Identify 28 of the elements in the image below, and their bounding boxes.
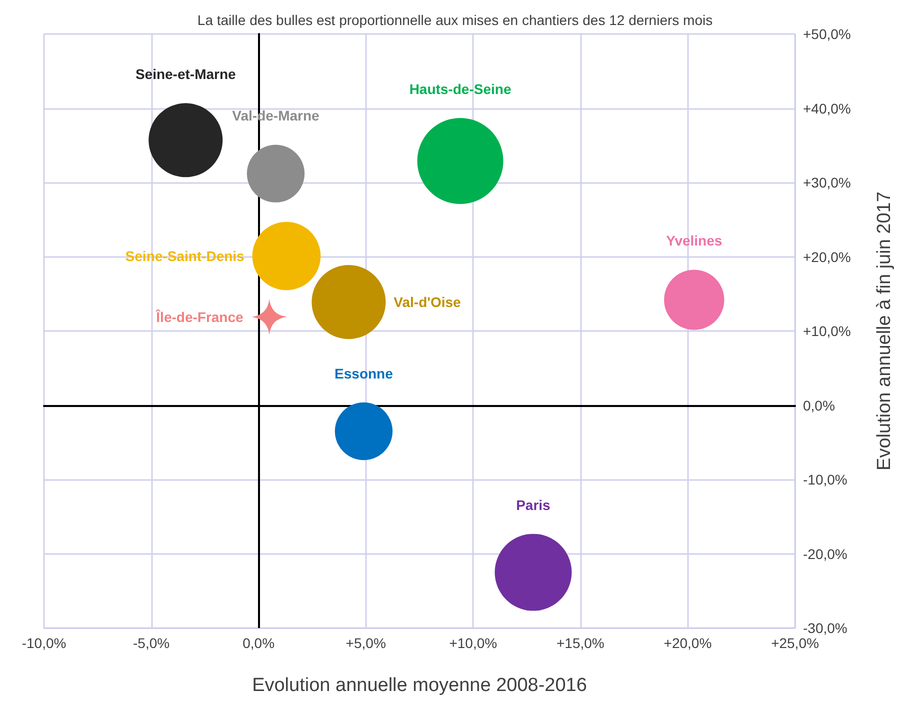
y-tick-label: +50,0% (803, 26, 851, 42)
y-tick-label: +30,0% (803, 174, 851, 190)
y-tick-label: 0,0% (803, 397, 835, 414)
y-tick-label: -30,0% (803, 620, 848, 636)
y-tick-label: +10,0% (803, 323, 851, 339)
x-tick-label: +25,0% (771, 635, 819, 651)
x-tick-label: +10,0% (449, 635, 498, 651)
y-tick-label: -20,0% (803, 546, 848, 562)
series-label: Val-d'Oise (394, 294, 462, 310)
x-tick-label: +15,0% (556, 635, 604, 651)
x-tick-label: -5,0% (132, 635, 170, 651)
y-tick-label: +40,0% (803, 100, 851, 116)
text: Seine-et-Marne (135, 66, 236, 82)
x-tick-label: -10,0% (22, 635, 66, 651)
text: Hauts-de-Seine (409, 80, 512, 97)
x-tick-label: 0,0% (242, 635, 275, 651)
x-axis-title: Evolution annuelle moyenne 2008-2016 (252, 675, 587, 696)
series-label: Seine-Saint-Denis (125, 248, 245, 264)
series-label: Paris (516, 496, 551, 513)
y-tick-label: -10,0% (803, 472, 848, 488)
x-tick-label: +5,0% (346, 635, 386, 651)
text: Essonne (334, 365, 394, 382)
y-axis-title: Evolution annuelle à fin juin 2017 (874, 192, 895, 470)
y-tick-label: +20,0% (803, 248, 851, 265)
series-label: Île-de-France (155, 308, 244, 325)
chart-title: La taille des bulles est proportionnelle aux mises en chantiers des 12 derniers mois (197, 12, 713, 28)
x-tick-label: +20,0% (664, 635, 712, 651)
text: Yvelines (666, 232, 722, 249)
